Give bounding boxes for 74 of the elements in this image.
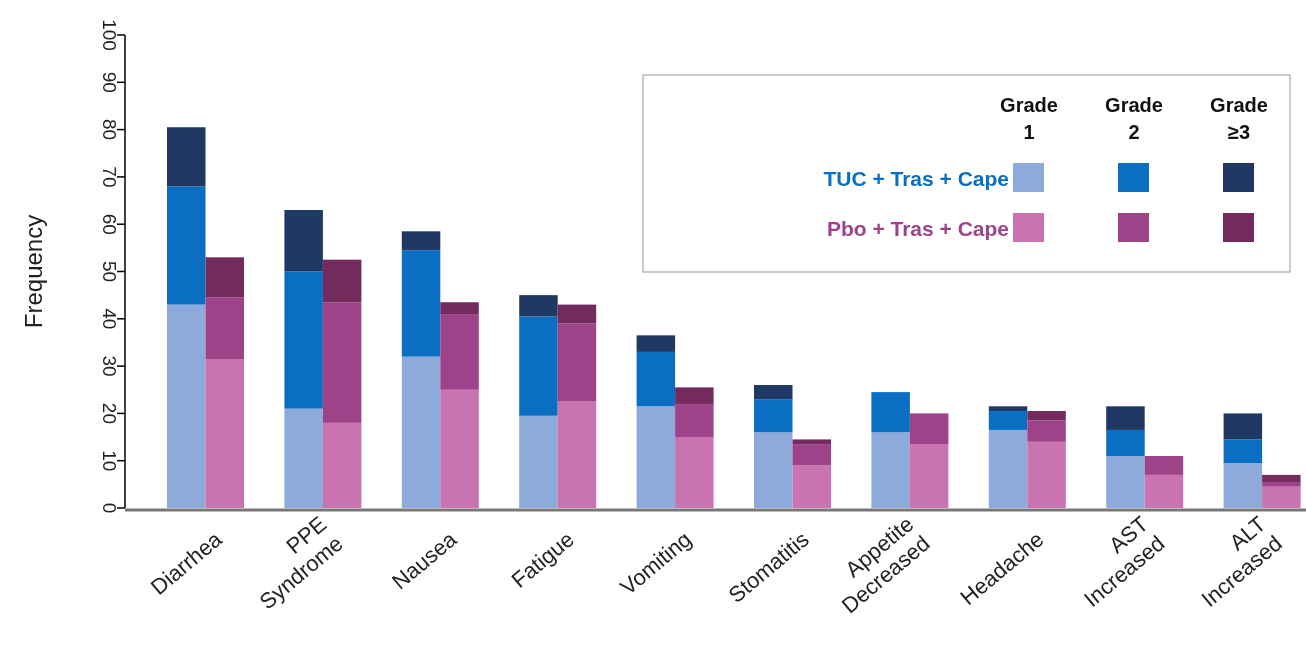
bar [988, 406, 1028, 412]
bar [557, 323, 597, 402]
bar [988, 411, 1028, 430]
bar [1144, 474, 1184, 508]
bar [1106, 455, 1145, 508]
y-tick-label: 80 [99, 119, 120, 141]
bar [754, 385, 793, 400]
y-tick-label: 90 [99, 71, 120, 93]
bar [1027, 420, 1066, 442]
y-tick-label: 50 [99, 260, 120, 283]
bar [519, 316, 558, 416]
bar [167, 127, 206, 187]
annotation: Grade 1 [1000, 94, 1058, 143]
bar [1223, 463, 1263, 508]
bar [519, 415, 558, 508]
bar [557, 304, 597, 324]
bar [792, 439, 831, 445]
bar [322, 422, 362, 508]
bar [675, 437, 714, 508]
bar [401, 231, 441, 251]
bar [792, 444, 831, 466]
annotation: Grade 2 [1105, 94, 1163, 143]
bar [1106, 406, 1145, 430]
bar [401, 250, 441, 357]
bar [1262, 474, 1301, 482]
bar [792, 465, 831, 508]
bar [284, 408, 323, 508]
bar [909, 444, 949, 508]
bar [1027, 411, 1066, 421]
bar [871, 392, 910, 433]
bar [871, 432, 910, 508]
bar [675, 387, 714, 404]
bar [636, 351, 676, 407]
bar [284, 271, 323, 409]
bar [1262, 486, 1301, 508]
bar [205, 359, 244, 508]
bar [401, 356, 441, 508]
annotation: TUC + Tras + Cape [823, 167, 1009, 190]
bar [675, 403, 714, 438]
bar [1144, 455, 1184, 475]
y-tick-label: 40 [99, 308, 120, 330]
y-tick-label: 20 [99, 402, 120, 424]
y-tick-label: 70 [99, 166, 120, 188]
y-tick-label: 60 [99, 213, 120, 235]
bar [754, 432, 793, 508]
annotation: Pbo + Tras + Cape [826, 217, 1009, 240]
bar [322, 259, 362, 303]
bar [754, 399, 793, 433]
bar [440, 302, 479, 315]
bar [167, 304, 206, 508]
bar [205, 257, 244, 298]
bar [636, 406, 676, 508]
bar [322, 302, 362, 423]
y-tick-label: 10 [99, 450, 120, 472]
bar [909, 413, 949, 445]
y-tick-label: 0 [99, 502, 120, 514]
bar [205, 297, 244, 360]
bar [284, 210, 323, 272]
bar [636, 335, 676, 352]
bar [167, 186, 206, 305]
bar [440, 389, 479, 508]
bar [1223, 439, 1263, 464]
bar [1027, 441, 1066, 508]
bar [440, 314, 479, 390]
bar [1106, 429, 1145, 456]
y-tick-label: 30 [99, 355, 120, 377]
bar [988, 429, 1028, 508]
bar [1262, 481, 1301, 487]
y-tick-label: 100 [99, 19, 120, 51]
y-axis-title: Frequency [20, 214, 47, 329]
annotation: Grade ≥3 [1210, 94, 1268, 143]
bar [519, 295, 558, 317]
bar [1223, 413, 1263, 440]
bar [557, 401, 597, 508]
